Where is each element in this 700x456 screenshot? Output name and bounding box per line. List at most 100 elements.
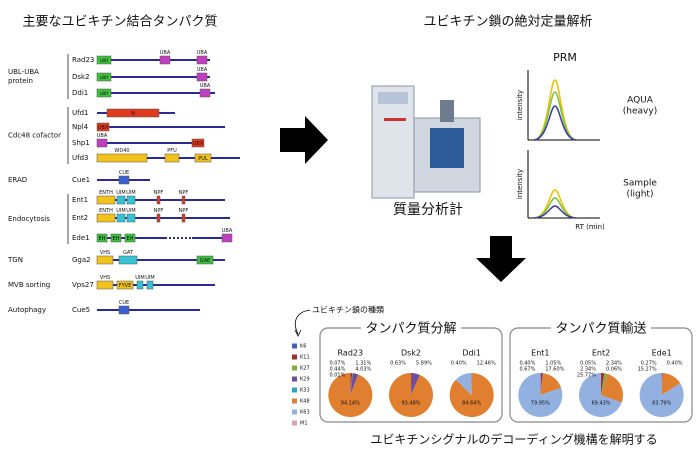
- legend-label: K29: [300, 377, 310, 383]
- y-label: intensity: [516, 90, 524, 120]
- domain: [96, 195, 116, 205]
- domain-label: UBA: [197, 50, 208, 56]
- pie-name: Ent1: [531, 349, 549, 358]
- group-label: protein: [8, 77, 33, 85]
- legend-arrow: [294, 329, 302, 337]
- legend-swatch: [292, 365, 297, 371]
- pie-value-label: 0.01%: [329, 373, 345, 379]
- domain: [118, 305, 130, 315]
- legend-title: ユビキチン鎖の種類: [312, 305, 384, 315]
- domain: [96, 153, 148, 163]
- panel-title-bg: [551, 320, 651, 336]
- protein-name: Cue5: [72, 306, 90, 314]
- domain: [116, 280, 134, 290]
- pie-slice: [455, 373, 472, 395]
- panel-title-bg: [361, 320, 461, 336]
- domain: [116, 213, 126, 223]
- domain-label: EH: [99, 236, 106, 242]
- pie-slice: [388, 373, 433, 417]
- domain-label: UBX: [193, 141, 204, 147]
- domain-label: NPF: [179, 190, 189, 196]
- pie-value-label: 17.60%: [545, 367, 564, 373]
- group-label: UBL-UBA: [8, 68, 39, 76]
- domain-label: FYVE: [119, 283, 132, 289]
- pie-value-label: 0.67%: [519, 367, 535, 373]
- pie-slice: [328, 373, 373, 418]
- pie-value-label: 1.31%: [355, 361, 371, 367]
- pie-slice: [411, 373, 420, 395]
- domain: [126, 213, 136, 223]
- pie-value-label: 83.79%: [652, 401, 671, 407]
- domain-label: UBA: [200, 83, 211, 89]
- pie-value-label: 69.43%: [591, 401, 610, 407]
- pie-name: Ddi1: [462, 349, 481, 358]
- protein-name: Rad23: [72, 56, 94, 64]
- domain-label: UBX: [98, 125, 109, 131]
- pie-slice: [639, 373, 684, 417]
- domain: [159, 55, 171, 65]
- pie-name: Ede1: [652, 349, 672, 358]
- domain: [118, 175, 130, 185]
- prm-plot: [527, 70, 600, 219]
- domain: [196, 55, 208, 65]
- domain-label: N: [131, 111, 135, 117]
- pie-slice: [471, 373, 473, 395]
- pie-slice: [601, 373, 608, 395]
- arrow-right: [280, 116, 328, 164]
- pie-name: Rad23: [338, 349, 364, 358]
- domain: [164, 153, 180, 163]
- domain-label: PUL: [198, 156, 208, 162]
- domain: [221, 233, 233, 243]
- caption: ユビキチンシグナルのデコーディング機構を解明する: [370, 432, 657, 447]
- pie-value-label: 2.34%: [606, 361, 622, 367]
- mass-spectrometer: [371, 85, 481, 199]
- protein-name: Ddi1: [72, 89, 88, 97]
- aqua-label: AQUA: [627, 96, 654, 106]
- domain-label: UIM: [116, 190, 125, 196]
- legend-swatch: [292, 420, 297, 426]
- panel-title: タンパク質輸送: [555, 322, 646, 337]
- domain-label: UIM: [126, 208, 135, 214]
- legend-label: K33: [300, 388, 310, 394]
- pie-value-label: 0.05%: [580, 361, 596, 367]
- pie-slice: [601, 373, 608, 395]
- legend-label: K11: [300, 355, 310, 361]
- domain: [199, 88, 211, 98]
- domain: [96, 255, 114, 265]
- protein-name: Ufd1: [72, 109, 89, 117]
- protein-name: Npl4: [72, 123, 89, 131]
- domain-label: UBA: [222, 228, 233, 234]
- pie-slice: [540, 373, 543, 395]
- domain: [181, 213, 186, 223]
- domain: [181, 195, 186, 205]
- pie-slice: [540, 373, 541, 395]
- domain: [96, 88, 112, 98]
- pie-name: Ent2: [592, 349, 610, 358]
- domain-label: ENTH: [99, 208, 113, 214]
- pie-value-label: 1.05%: [545, 361, 561, 367]
- arrow-down: [476, 236, 526, 282]
- pie-value-label: 15.27%: [638, 367, 657, 373]
- y-label: intensity: [516, 169, 524, 199]
- legend-swatch: [292, 376, 297, 382]
- group-label: TGN: [7, 256, 23, 264]
- domain-label: VHS: [100, 250, 110, 256]
- pie-value-label: 0.27%: [641, 361, 657, 367]
- domain-label: UBA: [197, 67, 208, 73]
- domain-label: ubl: [100, 58, 108, 64]
- domain-label: CUE: [119, 170, 129, 176]
- domain-label: EH: [127, 236, 134, 242]
- domain: [110, 233, 122, 243]
- domain-label: ubl: [100, 75, 108, 81]
- domain: [118, 255, 138, 265]
- prm-title: PRM: [553, 51, 577, 64]
- pie-slice: [540, 373, 544, 395]
- legend-swatch: [292, 343, 297, 349]
- legend-label: K27: [300, 366, 310, 372]
- domain-label: GAT: [123, 250, 134, 256]
- legend-label: K48: [300, 399, 310, 405]
- domain-label: PFU: [167, 148, 177, 154]
- domain: [146, 280, 154, 290]
